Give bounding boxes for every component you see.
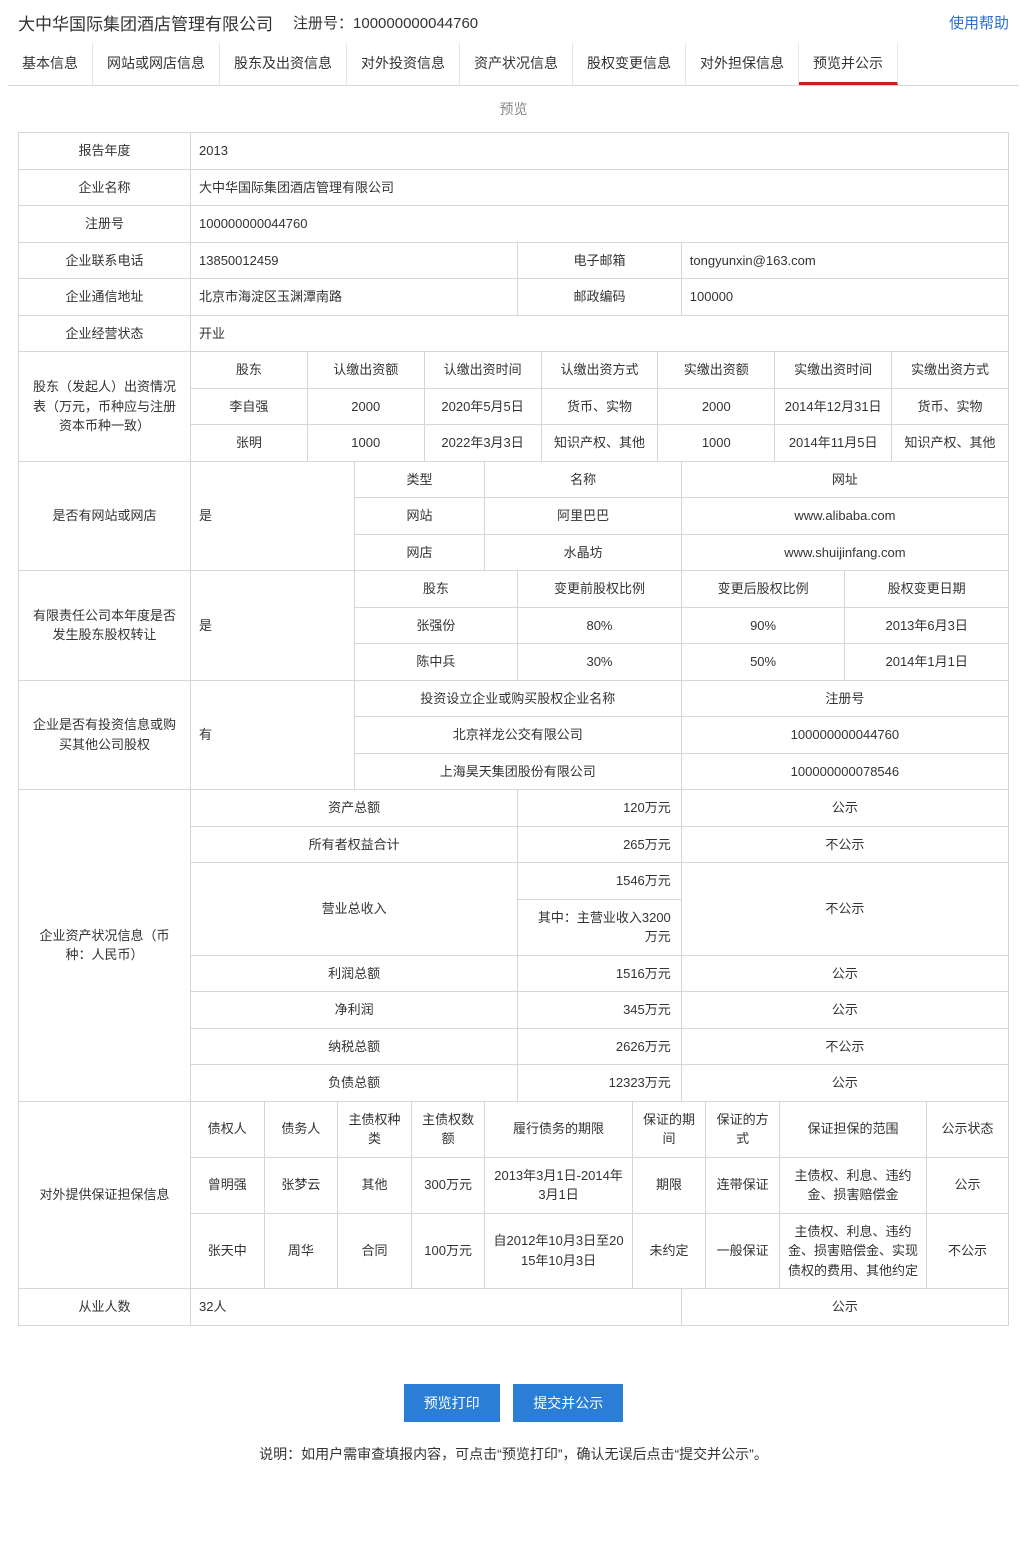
table-row: 上海昊天集团股份有限公司 100000000078546 bbox=[354, 753, 1008, 790]
footer-note: 说明：如用户需审查填报内容，可点击“预览打印”，确认无误后点击“提交并公示”。 bbox=[0, 1434, 1027, 1482]
value-addr: 北京市海淀区玉渊潭南路 bbox=[191, 279, 518, 316]
table-row: 网店 水晶坊 www.shuijinfang.com bbox=[354, 534, 1008, 571]
preview-table: 报告年度 2013 企业名称 大中华国际集团酒店管理有限公司 注册号 10000… bbox=[18, 132, 1009, 1326]
shareholders-table: 股东 认缴出资额 认缴出资时间 认缴出资方式 实缴出资额 实缴出资时间 实缴出资… bbox=[190, 351, 1009, 389]
table-row: 张天中 周华 合同 100万元 自2012年10月3日至2015年10月3日 未… bbox=[191, 1213, 1009, 1289]
table-row: 网站 阿里巴巴 www.alibaba.com bbox=[354, 498, 1008, 535]
value-has-site: 是 bbox=[191, 461, 355, 571]
table-row: 李自强 2000 2020年5月5日 货币、实物 2000 2014年12月31… bbox=[191, 388, 1009, 425]
help-link[interactable]: 使用帮助 bbox=[949, 12, 1009, 33]
label-reg-no: 注册号 bbox=[19, 206, 191, 243]
label-addr: 企业通信地址 bbox=[19, 279, 191, 316]
value-zip: 100000 bbox=[681, 279, 1008, 316]
label-invest: 企业是否有投资信息或购买其他公司股权 bbox=[19, 680, 191, 790]
value-status: 开业 bbox=[191, 315, 1009, 352]
company-name: 大中华国际集团酒店管理有限公司 bbox=[18, 10, 273, 35]
tab-website[interactable]: 网站或网店信息 bbox=[93, 43, 220, 85]
label-ent-name: 企业名称 bbox=[19, 169, 191, 206]
tab-assets[interactable]: 资产状况信息 bbox=[460, 43, 573, 85]
label-shareholders: 股东（发起人）出资情况表（万元，币种应与注册资本币种一致） bbox=[19, 352, 191, 462]
value-invest: 有 bbox=[191, 680, 355, 790]
tab-basic[interactable]: 基本信息 bbox=[8, 43, 93, 85]
print-preview-button[interactable]: 预览打印 bbox=[404, 1384, 500, 1422]
value-employees-pub: 公示 bbox=[681, 1289, 1008, 1326]
label-status: 企业经营状态 bbox=[19, 315, 191, 352]
label-phone: 企业联系电话 bbox=[19, 242, 191, 279]
submit-publish-button[interactable]: 提交并公示 bbox=[513, 1384, 623, 1422]
table-row: 投资设立企业或购买股权企业名称 注册号 bbox=[354, 680, 1008, 717]
tab-investment[interactable]: 对外投资信息 bbox=[347, 43, 460, 85]
table-row: 债权人 债务人 主债权种类 主债权数额 履行债务的期限 保证的期间 保证的方式 … bbox=[191, 1101, 1009, 1157]
table-row: 张强份 80% 90% 2013年6月3日 bbox=[354, 607, 1008, 644]
reg-no-label: 注册号：100000000044760 bbox=[293, 12, 478, 33]
table-row: 股东 认缴出资额 认缴出资时间 认缴出资方式 实缴出资额 实缴出资时间 实缴出资… bbox=[191, 352, 1009, 389]
label-report-year: 报告年度 bbox=[19, 133, 191, 170]
label-equity: 有限责任公司本年度是否发生股东股权转让 bbox=[19, 571, 191, 681]
page-header: 大中华国际集团酒店管理有限公司 注册号：100000000044760 使用帮助 bbox=[0, 0, 1027, 43]
table-row: 曾明强 张梦云 其他 300万元 2013年3月1日-2014年3月1日 期限 … bbox=[191, 1157, 1009, 1213]
value-phone: 13850012459 bbox=[191, 242, 518, 279]
tab-guarantee[interactable]: 对外担保信息 bbox=[686, 43, 799, 85]
label-guarantee: 对外提供保证担保信息 bbox=[19, 1101, 191, 1289]
table-row: 北京祥龙公交有限公司 100000000044760 bbox=[354, 717, 1008, 754]
tab-preview[interactable]: 预览并公示 bbox=[799, 43, 898, 85]
value-ent-name: 大中华国际集团酒店管理有限公司 bbox=[191, 169, 1009, 206]
table-row: 张明 1000 2022年3月3日 知识产权、其他 1000 2014年11月5… bbox=[191, 425, 1009, 462]
value-email: tongyunxin@163.com bbox=[681, 242, 1008, 279]
footer-actions: 预览打印 提交并公示 bbox=[0, 1326, 1027, 1434]
table-row: 陈中兵 30% 50% 2014年1月1日 bbox=[354, 644, 1008, 681]
label-zip: 邮政编码 bbox=[518, 279, 682, 316]
label-employees: 从业人数 bbox=[19, 1289, 191, 1326]
value-report-year: 2013 bbox=[191, 133, 1009, 170]
tab-bar: 基本信息 网站或网店信息 股东及出资信息 对外投资信息 资产状况信息 股权变更信… bbox=[8, 43, 1019, 86]
tab-shareholder[interactable]: 股东及出资信息 bbox=[220, 43, 347, 85]
label-has-site: 是否有网站或网店 bbox=[19, 461, 191, 571]
value-employees: 32人 bbox=[191, 1289, 682, 1326]
label-assets: 企业资产状况信息（币种：人民币） bbox=[19, 790, 191, 1102]
tab-equity[interactable]: 股权变更信息 bbox=[573, 43, 686, 85]
preview-title: 预览 bbox=[8, 86, 1019, 132]
table-row: 股东 变更前股权比例 变更后股权比例 股权变更日期 bbox=[354, 571, 1008, 608]
label-email: 电子邮箱 bbox=[518, 242, 682, 279]
value-equity: 是 bbox=[191, 571, 355, 681]
table-row: 类型 名称 网址 bbox=[354, 461, 1008, 498]
value-reg-no: 100000000044760 bbox=[191, 206, 1009, 243]
